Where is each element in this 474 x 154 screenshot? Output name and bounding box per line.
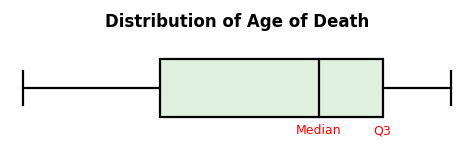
Bar [160, 59, 383, 117]
Text: Q3: Q3 [374, 124, 392, 137]
Title: Distribution of Age of Death: Distribution of Age of Death [105, 13, 369, 31]
Text: Median: Median [296, 124, 342, 137]
